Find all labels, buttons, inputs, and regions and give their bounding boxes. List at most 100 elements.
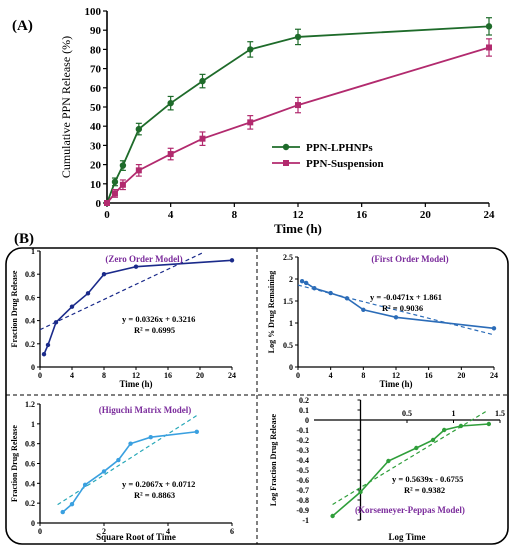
model-title: (First Order Model) [371, 254, 448, 264]
y-tick-label: 1.2 [25, 400, 35, 409]
data-point [247, 46, 254, 53]
y-tick-label: 0.2 [25, 499, 35, 508]
data-line [43, 259, 233, 355]
data-point [299, 279, 305, 284]
equation-label: y = -0.0471x + 1.861 [370, 292, 442, 302]
x-tick-label: 4 [329, 371, 333, 380]
r-squared-label: R² = 0.8863 [134, 490, 175, 500]
data-point [295, 102, 301, 109]
x-tick-label: 20 [196, 371, 204, 380]
x-tick-label: 6 [230, 527, 234, 536]
data-point [148, 435, 153, 440]
y-tick-label: 0.4 [25, 479, 35, 488]
panel-label-b: (B) [14, 231, 34, 247]
x-tick-label: 0 [104, 209, 110, 221]
data-point [458, 423, 464, 429]
data-point [128, 441, 133, 446]
x-tick-label: 16 [164, 371, 172, 380]
y-tick-label: 0.8 [25, 440, 35, 449]
data-point [41, 352, 47, 357]
data-point [344, 296, 350, 301]
y-tick-label: 50 [90, 102, 102, 114]
x-tick-label: 8 [102, 371, 106, 380]
y-tick-label: 2 [289, 275, 293, 284]
panel-label-a: (A) [12, 18, 33, 34]
data-point [101, 469, 107, 474]
series-line-1 [106, 46, 490, 204]
y-tick-label: 70 [90, 64, 102, 76]
first-order-chart: 0 0.5 1 1.5 2 2.5 0 4 8 12 16 20 24 Time (h) Log % Dru… [267, 253, 498, 389]
x-tick-label: 16 [356, 209, 368, 221]
y-tick-label: -0.7 [296, 486, 309, 495]
r-squared-label: R² = 0.6995 [134, 325, 175, 335]
higuchi-chart: 0 0.2 0.4 0.6 0.8 1 1.2 0 2 4 6 Square Root of Time… [10, 400, 234, 542]
data-point [85, 291, 91, 296]
y-tick-label: -1 [302, 516, 309, 525]
data-line [62, 430, 197, 513]
y-tick-label: 0 [305, 416, 309, 425]
data-point [135, 167, 142, 174]
y-tick-label: 0.6 [25, 293, 35, 302]
y-tick-label: 0.2 [299, 396, 309, 405]
y-tick-label: 0.8 [25, 270, 35, 279]
x-tick-label: 1.5 [495, 409, 505, 418]
x-tick-label: 8 [361, 371, 365, 380]
data-point [133, 264, 139, 269]
data-point [104, 200, 110, 206]
x-axis-label: Time (h) [119, 379, 152, 389]
y-axis-label: Log % Drug Remaining [267, 271, 276, 353]
series-line-0 [106, 25, 490, 204]
data-point [330, 513, 335, 519]
data-point [486, 44, 492, 51]
data-point [386, 458, 391, 464]
x-tick-label: 4 [168, 209, 174, 221]
data-point [167, 99, 174, 107]
y-tick-label: -0.8 [296, 496, 309, 505]
model-title: (Korsemeyer-Peppas Model) [355, 505, 465, 515]
equation-label: y = 0.2067x + 0.0712 [122, 479, 195, 489]
data-point [328, 290, 333, 296]
data-line [332, 423, 489, 517]
x-axis-label: Time (h) [274, 221, 322, 236]
korsmeyer-peppas-chart: -1-0.9-0.8-0.7-0.6-0.5-0.4-0.3-0.2-0.100… [269, 396, 505, 542]
x-axis-label: Log Time [389, 532, 426, 542]
y-axis-label: Cumulative PPN Release (%) [59, 36, 73, 178]
x-tick-label: 2 [102, 527, 106, 536]
data-point [119, 162, 127, 169]
data-point [60, 509, 65, 515]
x-tick-label: 12 [392, 371, 400, 380]
data-point [247, 119, 254, 126]
y-tick-label: 10 [90, 179, 102, 191]
y-tick-label: 0.2 [25, 340, 35, 349]
x-tick-label: 24 [484, 209, 496, 221]
x-tick-label: 12 [293, 209, 305, 221]
x-tick-label: 12 [132, 371, 140, 380]
data-point [312, 286, 317, 291]
y-tick-label: -0.1 [296, 426, 309, 435]
data-point [491, 326, 497, 331]
y-tick-label: 2.5 [283, 253, 293, 262]
x-tick-label: 0 [38, 527, 42, 536]
y-tick-label: -0.6 [296, 476, 309, 485]
x-tick-label: 24 [490, 371, 498, 380]
y-tick-label: 40 [90, 121, 102, 133]
y-tick-label: 20 [90, 160, 102, 172]
y-tick-label: 0 [96, 198, 102, 210]
legend-marker [282, 143, 290, 151]
trend-line [39, 251, 205, 331]
data-point [135, 125, 143, 133]
y-tick-label: 80 [90, 44, 102, 56]
zero-order-chart: 0 0.2 0.4 0.6 0.8 1 0 4 8 12 16 20 24 Time (h) Fractio… [10, 247, 236, 389]
data-point [69, 304, 75, 309]
data-point [111, 190, 118, 197]
trend-line [57, 414, 198, 506]
y-tick-label: 100 [85, 6, 102, 18]
y-tick-label: 90 [90, 25, 102, 37]
data-point [53, 320, 59, 325]
y-tick-label: 1 [31, 247, 35, 256]
data-point [194, 429, 199, 434]
data-point [358, 489, 363, 495]
x-tick-label: 0.5 [402, 409, 412, 418]
equation-label: y = 0.0326x + 0.3216 [122, 314, 195, 324]
